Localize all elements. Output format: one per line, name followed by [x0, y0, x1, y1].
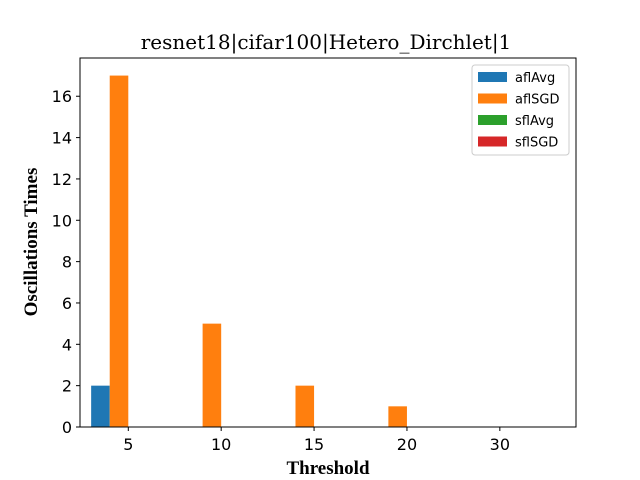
x-tick-label: 20 — [397, 435, 417, 454]
y-tick-label: 0 — [62, 418, 72, 437]
x-tick-label: 5 — [123, 435, 133, 454]
y-axis: 0 2 4 6 8 10 12 14 16 — [52, 87, 80, 437]
y-tick-label: 8 — [62, 253, 72, 272]
legend-swatch-aflAvg — [478, 72, 507, 82]
y-tick-label: 4 — [62, 335, 72, 354]
plot-frame — [79, 57, 577, 428]
legend-box — [471, 64, 570, 156]
y-tick-label: 10 — [52, 211, 72, 230]
legend-swatch-sflSGD — [478, 136, 507, 147]
legend-label-aflAvg: aflAvg — [515, 71, 555, 86]
legend-swatch-aflSGD — [478, 93, 507, 104]
x-tick-label: 15 — [304, 435, 324, 454]
y-tick-label: 2 — [62, 377, 72, 396]
x-tick-label: 30 — [490, 435, 510, 454]
bar-aflSGD-5 — [109, 75, 129, 428]
bars-layer — [91, 75, 407, 428]
bar-aflSGD-20 — [388, 406, 407, 427]
bar-aflAvg-5 — [91, 385, 110, 427]
legend-label-sflAvg: sflAvg — [515, 114, 554, 129]
y-tick-label: 12 — [52, 170, 72, 189]
chart-title: resnet18|cifar100|Hetero_Dirchlet|1 — [141, 30, 512, 55]
x-tick-label: 10 — [211, 435, 231, 454]
legend-label-aflSGD: aflSGD — [515, 93, 560, 108]
y-tick-label: 6 — [62, 294, 72, 313]
x-axis: 5 10 15 20 30 — [123, 427, 510, 454]
y-axis-label: Oscillations Times — [21, 168, 42, 317]
legend-label-sflSGD: sflSGD — [515, 136, 558, 151]
legend: aflAvg aflSGD sflAvg sflSGD — [471, 64, 570, 156]
x-axis-label: Threshold — [286, 458, 370, 479]
y-tick-label: 14 — [52, 129, 72, 148]
bar-aflSGD-15 — [295, 385, 315, 427]
y-tick-label: 16 — [52, 87, 72, 106]
legend-swatch-sflAvg — [478, 115, 507, 125]
bar-aflSGD-10 — [202, 323, 222, 427]
